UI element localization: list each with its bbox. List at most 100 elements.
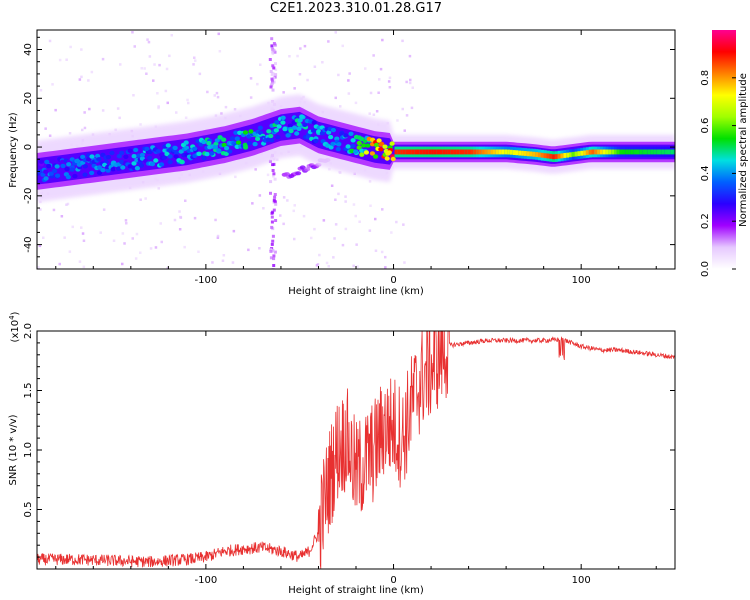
y-tick-label: -40 <box>23 236 34 252</box>
trace-cell <box>120 165 126 170</box>
streak-cell <box>270 77 274 81</box>
speckle <box>118 116 121 120</box>
colorbar-tick-label: 0.6 <box>700 118 711 134</box>
speckle <box>302 214 306 218</box>
speckle <box>173 218 177 222</box>
trace-cell <box>280 120 286 125</box>
trace-cell <box>546 153 550 159</box>
trace-cell <box>216 148 222 153</box>
colorbar-tick-label: 0.8 <box>700 70 711 86</box>
streak-cell <box>271 249 275 253</box>
speckle <box>380 250 384 254</box>
streak-cell <box>270 82 274 85</box>
trace-cell <box>167 154 173 159</box>
trace-cell <box>40 172 46 177</box>
trace-cell <box>353 149 359 154</box>
speckle <box>334 31 337 34</box>
trace-cell <box>178 159 185 164</box>
trace-cell <box>563 153 567 158</box>
speckle <box>39 208 42 211</box>
speckle <box>218 50 222 53</box>
speckle <box>179 215 182 219</box>
colorbar-tick-label: 0.4 <box>700 165 711 181</box>
speckle <box>299 47 302 50</box>
speckle <box>178 228 182 231</box>
trace-cell <box>310 128 317 133</box>
trace-cell <box>422 149 426 155</box>
trace-cell <box>439 149 443 155</box>
speckle <box>231 261 235 264</box>
trace-cell <box>670 149 674 155</box>
trace-cell <box>535 152 539 157</box>
speckle <box>321 61 324 64</box>
trace-cell <box>105 168 111 173</box>
speckle <box>272 175 275 178</box>
speckle <box>193 56 196 59</box>
x-tick-label: 100 <box>572 275 591 286</box>
speckle <box>101 109 105 112</box>
trace-cell <box>229 136 235 141</box>
trace-cell <box>476 149 480 155</box>
trace-cell <box>174 150 180 155</box>
trace-cell <box>69 167 75 172</box>
speckle <box>63 236 66 239</box>
trace-cell <box>512 150 516 155</box>
trace-cell <box>417 149 421 155</box>
speckle <box>315 264 319 267</box>
x-tick-label: 0 <box>390 275 396 286</box>
trace-cell <box>659 149 663 155</box>
speckle <box>143 67 146 70</box>
trace-cell <box>206 141 212 146</box>
speckle <box>396 119 399 122</box>
speckle <box>256 82 259 86</box>
speckle <box>259 63 262 66</box>
trace-cell <box>49 158 55 164</box>
trace-cell <box>408 149 412 155</box>
speckle <box>327 40 330 43</box>
speckle <box>408 81 412 85</box>
trace-cell <box>459 149 463 155</box>
trace-cell <box>37 178 41 184</box>
speckle <box>81 128 84 132</box>
streak-cell <box>271 169 275 172</box>
streak-cell <box>271 88 275 92</box>
speckle <box>355 243 358 246</box>
speckle <box>303 44 307 48</box>
streak-cell <box>272 42 276 45</box>
speckle <box>119 63 122 66</box>
trace-cell <box>376 138 382 143</box>
speckle <box>339 105 342 108</box>
speckle <box>157 187 160 190</box>
speckle <box>68 132 72 135</box>
streak-cell <box>273 250 277 254</box>
speckle <box>292 209 295 213</box>
trace-cell <box>287 123 293 128</box>
trace-cell <box>246 141 252 146</box>
speckle <box>121 232 125 235</box>
trace-cell <box>552 154 556 160</box>
speckle <box>80 75 83 79</box>
speckle <box>293 87 296 90</box>
speckle <box>375 110 379 113</box>
speckle <box>144 197 147 200</box>
streak-cell <box>272 172 276 176</box>
speckle <box>134 257 138 260</box>
speckle <box>369 91 373 95</box>
trace-cell <box>467 149 471 155</box>
speckle <box>258 194 262 197</box>
speckle <box>83 111 86 114</box>
trace-cell <box>138 163 144 168</box>
y-tick-label: -20 <box>23 188 34 204</box>
trace-cell <box>54 164 60 169</box>
speckle <box>65 58 68 61</box>
speckle <box>374 249 378 252</box>
trace-cell <box>116 166 122 171</box>
streak-cell <box>269 180 273 184</box>
speckle <box>224 105 228 109</box>
trace-cell <box>504 149 508 155</box>
streak-cell <box>273 43 277 47</box>
speckle <box>282 222 285 226</box>
trace-cell <box>622 149 626 155</box>
speckle <box>66 202 70 206</box>
trace-cell <box>363 150 369 155</box>
